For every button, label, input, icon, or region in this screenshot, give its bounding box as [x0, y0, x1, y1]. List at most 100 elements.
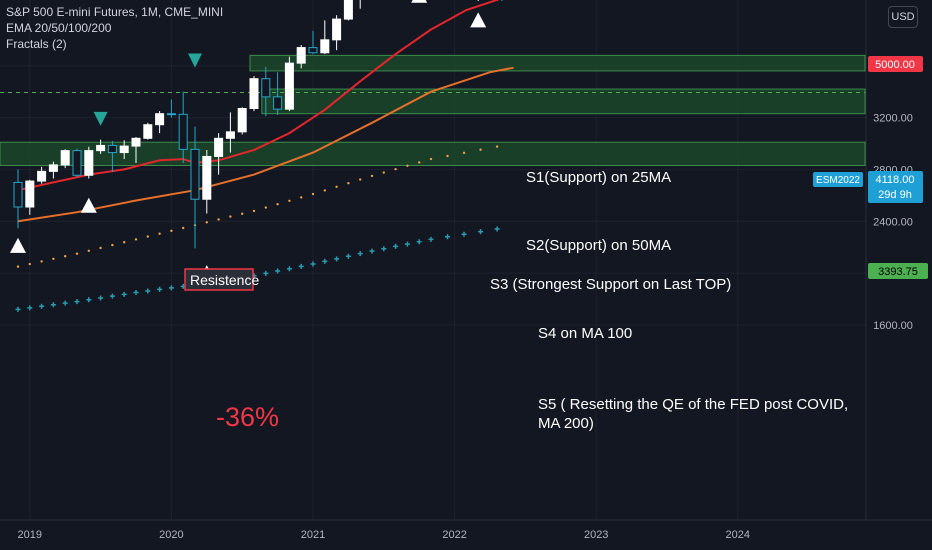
ema100-dot: [479, 148, 482, 151]
ema200-cross: [263, 270, 269, 276]
ema200-cross: [157, 286, 163, 292]
ema100-dot: [182, 226, 185, 230]
candle-body: [96, 144, 106, 152]
ema100-dot: [300, 196, 303, 199]
ema100-dot: [394, 167, 397, 171]
s4-annotation: S4 on MA 100: [538, 325, 632, 342]
level-5000-badge: [868, 56, 923, 72]
level-5000-badge-label: 5000.00: [875, 59, 915, 71]
candle-body: [72, 150, 82, 176]
ema100-dot: [347, 181, 350, 185]
ema200-cross: [27, 305, 33, 311]
ema100-dot: [495, 145, 499, 148]
ema100-dot: [311, 192, 315, 196]
fractals-indicator-title[interactable]: Fractals (2): [6, 37, 67, 51]
candle-body: [84, 150, 94, 176]
fractal-down-marker: [93, 111, 108, 126]
ema200-cross: [98, 295, 104, 301]
ema100-dot: [158, 232, 161, 235]
ema100-dot: [359, 178, 362, 181]
ema200-cross: [62, 300, 68, 306]
current-price-countdown: 29d 9h: [878, 189, 912, 201]
candle-body: [214, 137, 224, 157]
support-zone: [249, 54, 866, 72]
candle-body: [37, 170, 47, 182]
ema200-cross: [286, 266, 292, 272]
ema200-cross: [393, 243, 399, 249]
ema100-dot: [462, 151, 466, 155]
ema200-cross: [86, 297, 92, 303]
ema200-cross: [494, 226, 500, 232]
s5-annotation-line1: S5 ( Resetting the QE of the FED post CO…: [538, 396, 848, 413]
ema100-dot: [170, 229, 173, 233]
ema100-dot: [446, 154, 449, 158]
ema200-cross: [133, 290, 139, 296]
ema100-dot: [111, 243, 114, 247]
level-3393-badge-label: 3393.75: [878, 266, 918, 278]
time-tick-label: 2021: [301, 529, 325, 541]
candle-body: [332, 18, 342, 41]
ema200-cross: [168, 285, 174, 291]
candle-body: [320, 39, 330, 54]
candles: [13, 0, 503, 249]
price-tick-label: 2400.00: [873, 216, 913, 228]
ema200-cross: [478, 229, 484, 235]
ema100-dot: [205, 221, 208, 224]
price-axis[interactable]: 5200.004800.004400.003600.003200.002800.…: [813, 0, 928, 520]
candle-body: [225, 131, 235, 139]
ema200-cross: [357, 251, 363, 257]
ema20-line: [17, 0, 500, 192]
ema100-dot: [217, 218, 220, 221]
ema100-dot: [264, 206, 267, 209]
candle-body: [308, 47, 318, 54]
symbol-tag-label: ESM2022: [816, 175, 860, 186]
support-zone: [0, 141, 866, 167]
ema100-dot: [288, 199, 291, 202]
ema200-cross: [298, 263, 304, 269]
candle-body: [13, 181, 23, 208]
time-tick-label: 2022: [442, 529, 466, 541]
candle-body: [166, 113, 176, 116]
ema100-dot: [229, 215, 232, 218]
ema-indicator-title[interactable]: EMA 20/50/100/200: [6, 21, 112, 35]
ema200-cross: [381, 246, 387, 252]
ema100-dot: [16, 265, 20, 268]
candle-body: [296, 47, 306, 64]
drop-percent-label: -36%: [216, 402, 279, 432]
ema100-dot: [335, 185, 338, 188]
ema200-cross: [310, 261, 316, 267]
s3-annotation: S3 (Strongest Support on Last TOP): [490, 276, 731, 293]
level-3393-badge: [868, 263, 928, 279]
ema200-cross: [369, 248, 375, 254]
time-tick-label: 2020: [159, 529, 183, 541]
chart-legend: S&P 500 E-mini Futures, 1M, CME_MINI EMA…: [6, 4, 223, 52]
s5-annotation-line2: MA 200): [538, 415, 594, 432]
ema100-dot: [146, 235, 149, 238]
ema100-dot: [52, 257, 55, 261]
grid-lines: [0, 0, 866, 520]
ema200-cross: [39, 303, 45, 309]
resistance-label-box: [184, 268, 254, 291]
ema200-cross: [334, 256, 340, 262]
ema100-dot: [406, 164, 409, 167]
price-tick-label: 1600.00: [873, 320, 913, 332]
ema200-cross: [322, 258, 328, 264]
ema100-dot: [418, 161, 421, 164]
candle-body: [237, 108, 247, 133]
currency-button[interactable]: USD: [888, 6, 918, 28]
ema200-cross: [15, 306, 21, 312]
candle-body: [119, 145, 129, 154]
ema200-cross: [345, 253, 351, 259]
candle-body: [143, 124, 153, 139]
symbol-title[interactable]: S&P 500 E-mini Futures, 1M, CME_MINI: [6, 5, 224, 19]
candle-body: [155, 113, 165, 126]
ema200-cross: [404, 241, 410, 247]
ema200-cross: [121, 291, 127, 297]
ema100-dot: [276, 202, 279, 206]
time-axis[interactable]: 2019 2020 2021 2022 2023 2024: [0, 519, 932, 541]
current-price-badge: [868, 171, 923, 203]
resistance-label: Resistence: [190, 272, 259, 288]
ema100-dot: [241, 212, 244, 215]
